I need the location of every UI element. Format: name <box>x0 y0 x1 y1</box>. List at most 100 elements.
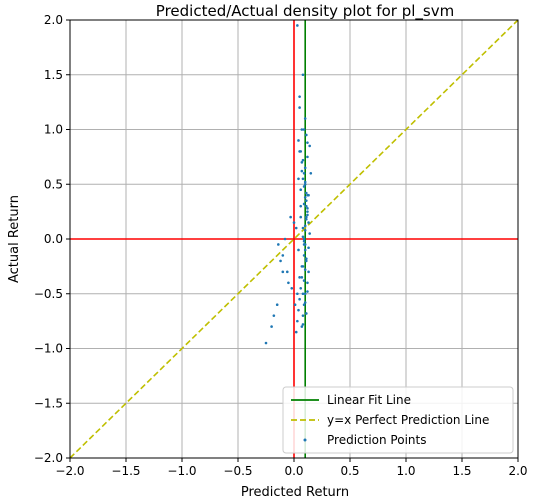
prediction-point <box>281 270 285 274</box>
prediction-point <box>302 185 306 188</box>
prediction-point <box>287 281 290 285</box>
prediction-point <box>279 259 282 263</box>
prediction-point <box>306 155 309 159</box>
y-tick-label: 1.0 <box>44 123 63 137</box>
prediction-point <box>301 73 305 77</box>
prediction-point <box>301 235 305 239</box>
prediction-point <box>272 314 276 317</box>
prediction-point <box>303 292 307 296</box>
prediction-point <box>292 221 296 224</box>
prediction-point <box>300 161 304 164</box>
prediction-point <box>281 254 285 257</box>
legend-box <box>282 386 514 454</box>
prediction-point <box>302 202 306 206</box>
prediction-point <box>300 325 304 328</box>
prediction-point <box>298 95 301 98</box>
prediction-point <box>300 169 304 173</box>
prediction-point <box>309 172 313 175</box>
prediction-point <box>305 204 308 208</box>
prediction-point <box>305 191 308 195</box>
prediction-point <box>302 128 306 131</box>
prediction-point <box>303 248 307 252</box>
prediction-point <box>307 270 310 274</box>
prediction-point <box>301 292 305 296</box>
y-tick-label: 1.5 <box>44 68 63 82</box>
prediction-point <box>307 221 310 224</box>
prediction-point <box>306 210 309 213</box>
prediction-point <box>294 330 298 334</box>
legend-label: y=x Perfect Prediction Line <box>327 413 489 427</box>
prediction-point <box>270 325 273 328</box>
y-tick-label: −1.0 <box>34 342 63 356</box>
prediction-point <box>299 286 303 290</box>
prediction-point <box>305 217 308 221</box>
prediction-point <box>306 141 309 144</box>
x-tick-label: −1.0 <box>167 464 196 478</box>
x-tick-label: 0.5 <box>340 464 359 478</box>
prediction-point <box>303 224 307 228</box>
prediction-point <box>303 196 307 199</box>
prediction-point <box>299 150 303 153</box>
prediction-point <box>305 257 308 261</box>
prediction-point <box>290 286 294 290</box>
x-tick-label: 1.5 <box>452 464 471 478</box>
y-tick-label: 0.0 <box>44 232 63 246</box>
prediction-point <box>300 128 304 131</box>
prediction-point <box>289 215 292 219</box>
prediction-point <box>306 290 309 293</box>
prediction-point <box>302 303 306 307</box>
prediction-point <box>301 314 305 317</box>
prediction-point <box>303 301 307 304</box>
prediction-point <box>303 117 307 120</box>
prediction-point <box>298 276 301 279</box>
prediction-point <box>307 193 310 197</box>
y-tick-label: −0.5 <box>34 287 63 301</box>
prediction-point <box>298 106 301 109</box>
prediction-point <box>294 226 298 230</box>
prediction-point <box>306 281 309 285</box>
prediction-point <box>302 239 306 243</box>
x-tick-label: −2.0 <box>55 464 84 478</box>
prediction-point <box>296 319 299 323</box>
prediction-point <box>307 246 310 250</box>
prediction-point <box>301 323 305 326</box>
prediction-point <box>293 303 297 307</box>
prediction-point <box>297 177 300 181</box>
y-tick-labels: −2.0 −1.5 −1.0 −0.5 0.0 0.5 1.0 1.5 2.0 <box>34 13 70 465</box>
prediction-point <box>275 303 279 307</box>
y-tick-label: 0.5 <box>44 177 63 191</box>
x-tick-label: 1.0 <box>396 464 415 478</box>
prediction-point <box>297 139 300 142</box>
y-tick-label: 2.0 <box>44 13 63 27</box>
prediction-point <box>296 292 299 296</box>
prediction-point <box>301 177 305 181</box>
prediction-point <box>300 276 304 279</box>
legend: Linear Fit Line y=x Perfect Prediction Li… <box>282 386 514 454</box>
perfect-prediction-line <box>69 19 519 459</box>
x-tick-label: 0.0 <box>284 464 303 478</box>
legend-label: Prediction Points <box>327 433 426 447</box>
legend-label: Linear Fit Line <box>327 393 411 407</box>
prediction-point <box>303 228 307 232</box>
prediction-point <box>297 248 300 252</box>
prediction-point <box>302 243 306 246</box>
prediction-point <box>308 232 311 235</box>
y-tick-label: −2.0 <box>34 451 63 465</box>
x-axis-label: Predicted Return <box>241 485 349 500</box>
prediction-points <box>264 24 313 345</box>
prediction-point <box>301 158 305 162</box>
prediction-point <box>305 312 308 315</box>
prediction-point <box>300 265 304 268</box>
prediction-point <box>298 297 301 301</box>
y-tick-label: −1.5 <box>34 396 63 410</box>
prediction-point <box>303 182 307 186</box>
prediction-point <box>305 199 308 202</box>
prediction-point <box>264 341 268 345</box>
prediction-point <box>303 180 307 184</box>
prediction-point <box>302 172 306 175</box>
prediction-point <box>303 268 307 271</box>
chart-title: Predicted/Actual density plot for pl_svm <box>156 2 454 21</box>
prediction-point <box>306 207 309 210</box>
x-tick-label: −0.5 <box>223 464 252 478</box>
prediction-point <box>302 279 306 282</box>
